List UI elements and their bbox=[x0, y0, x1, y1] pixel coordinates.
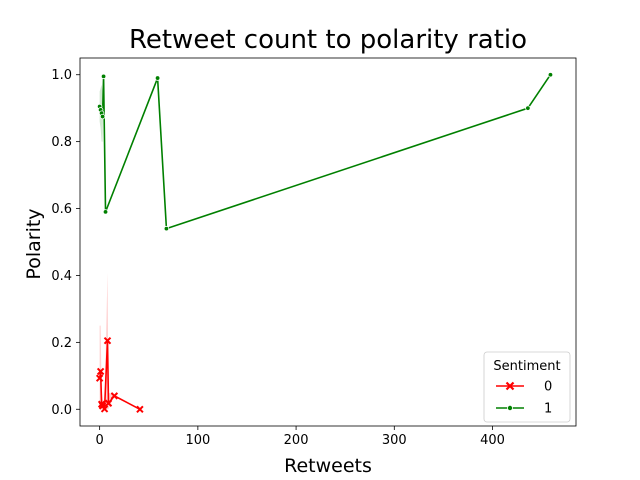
x-tick-label: 200 bbox=[284, 433, 309, 448]
data-point-series-0 bbox=[104, 399, 113, 407]
data-point-series-1 bbox=[525, 105, 531, 111]
y-tick-label: 0.2 bbox=[51, 336, 72, 351]
data-point-series-1 bbox=[102, 209, 109, 215]
y-tick-label: 0.4 bbox=[51, 269, 72, 284]
x-tick-label: 400 bbox=[480, 433, 505, 448]
data-point-series-0 bbox=[95, 374, 104, 382]
data-point-series-1 bbox=[154, 75, 161, 81]
legend-entry-0: 0 bbox=[496, 380, 552, 395]
legend-title: Sentiment bbox=[493, 359, 560, 374]
data-point-series-1 bbox=[163, 225, 170, 232]
confidence-bands bbox=[99, 74, 551, 410]
legend-label: 1 bbox=[544, 402, 552, 417]
data-point-series-0 bbox=[110, 392, 119, 400]
x-tick-label: 300 bbox=[382, 433, 407, 448]
y-axis-label: Polarity bbox=[23, 208, 45, 279]
series-line-1 bbox=[98, 74, 552, 230]
series-markers bbox=[95, 72, 554, 413]
data-point-series-1 bbox=[547, 72, 554, 78]
legend-entry-1: 1 bbox=[496, 402, 552, 417]
y-tick-label: 0.6 bbox=[51, 202, 72, 217]
chart-title: Retweet count to polarity ratio bbox=[129, 25, 527, 55]
series-line-0 bbox=[98, 339, 141, 410]
y-axis-ticks: 0.0 0.2 0.4 0.6 0.8 1.0 bbox=[51, 68, 80, 418]
legend: Sentiment 01 bbox=[483, 351, 571, 423]
plot-frame bbox=[79, 57, 577, 427]
data-point-series-0 bbox=[100, 405, 109, 413]
legend-box bbox=[483, 351, 571, 423]
plot-area bbox=[79, 57, 577, 427]
y-tick-label: 0.0 bbox=[51, 403, 72, 418]
confidence-band-series-1 bbox=[99, 74, 551, 229]
x-axis-label: Retweets bbox=[284, 455, 372, 477]
series-lines bbox=[98, 74, 552, 410]
legend-label: 0 bbox=[544, 380, 552, 395]
x-tick-label: 100 bbox=[185, 433, 210, 448]
data-point-series-0 bbox=[103, 336, 112, 345]
y-tick-label: 0.8 bbox=[51, 135, 72, 150]
x-tick-label: 0 bbox=[96, 433, 104, 448]
data-point-series-0 bbox=[136, 405, 144, 413]
data-point-series-1 bbox=[99, 113, 106, 120]
data-point-series-1 bbox=[100, 73, 107, 80]
y-tick-label: 1.0 bbox=[51, 68, 72, 83]
data-point-series-0 bbox=[96, 367, 105, 376]
legend-entries: 01 bbox=[496, 380, 552, 417]
x-axis-ticks: 0 100 200 300 400 bbox=[96, 426, 505, 448]
